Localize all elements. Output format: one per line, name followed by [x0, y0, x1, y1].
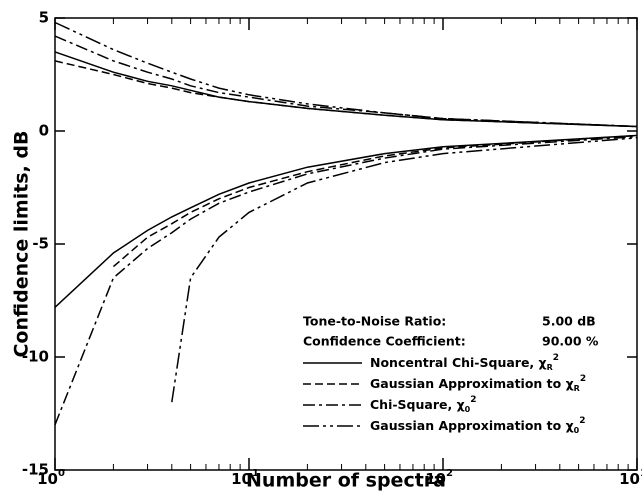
annotation-label: Confidence Coefficient:: [303, 334, 466, 349]
legend-sup: 2: [580, 374, 586, 384]
x-tick-label: 101: [231, 468, 259, 488]
annotation-value: 5.00 dB: [542, 314, 596, 329]
legend-label: Noncentral Chi-Square, χR2: [370, 353, 559, 372]
x-tick-exponent: 1: [640, 468, 642, 479]
legend-label: Gaussian Approximation to χR2: [370, 374, 586, 393]
x-tick-exponent: 2: [446, 468, 453, 479]
legend-name: Gaussian Approximation to χ: [370, 376, 574, 391]
series-line: [54, 60, 638, 128]
y-tick-label: 0: [39, 122, 49, 140]
legend-name: Chi-Square, χ: [370, 397, 465, 412]
y-tick-label: 5: [39, 9, 49, 27]
x-tick-exponent: 0: [58, 468, 65, 479]
series-line: [54, 51, 638, 128]
series-line: [54, 135, 638, 426]
legend-sub: 0: [465, 405, 471, 414]
annotation-label: Tone-to-Noise Ratio:: [303, 314, 446, 329]
series-line: [171, 137, 638, 403]
x-tick-label: 102: [425, 468, 453, 488]
legend-sup: 2: [553, 353, 559, 363]
annotation-value: 90.00 %: [542, 334, 599, 349]
legend-sub: 0: [574, 426, 580, 435]
series-line: [54, 134, 638, 308]
legend-label: Gaussian Approximation to χ02: [370, 416, 586, 435]
series-line: [54, 35, 638, 128]
x-tick-exponent: 1: [252, 468, 259, 479]
legend-sup: 2: [579, 416, 585, 426]
y-tick-label: -5: [32, 235, 49, 253]
x-tick-base: 10: [425, 470, 446, 488]
legend-sup: 2: [470, 395, 476, 405]
legend-name: Noncentral Chi-Square, χ: [370, 355, 547, 370]
legend-label: Chi-Square, χ02: [370, 395, 476, 414]
plot-frame: [54, 17, 638, 471]
x-tick-base: 10: [231, 470, 252, 488]
legend-sub: R: [574, 384, 580, 393]
legend-name: Gaussian Approximation to χ: [370, 418, 574, 433]
x-tick-base: 10: [619, 470, 640, 488]
x-tick-label: 101: [619, 468, 642, 488]
legend-sub: R: [547, 363, 553, 372]
x-axis-label: Number of spectra: [246, 470, 446, 491]
series-line: [54, 21, 638, 128]
y-axis-label: Confidence limits, dB: [11, 130, 33, 357]
y-tick-label: -15: [22, 461, 49, 479]
x-tick-label: 100: [37, 468, 65, 488]
series-line: [112, 134, 638, 268]
x-tick-base: 10: [37, 470, 58, 488]
y-tick-label: -10: [22, 348, 49, 366]
